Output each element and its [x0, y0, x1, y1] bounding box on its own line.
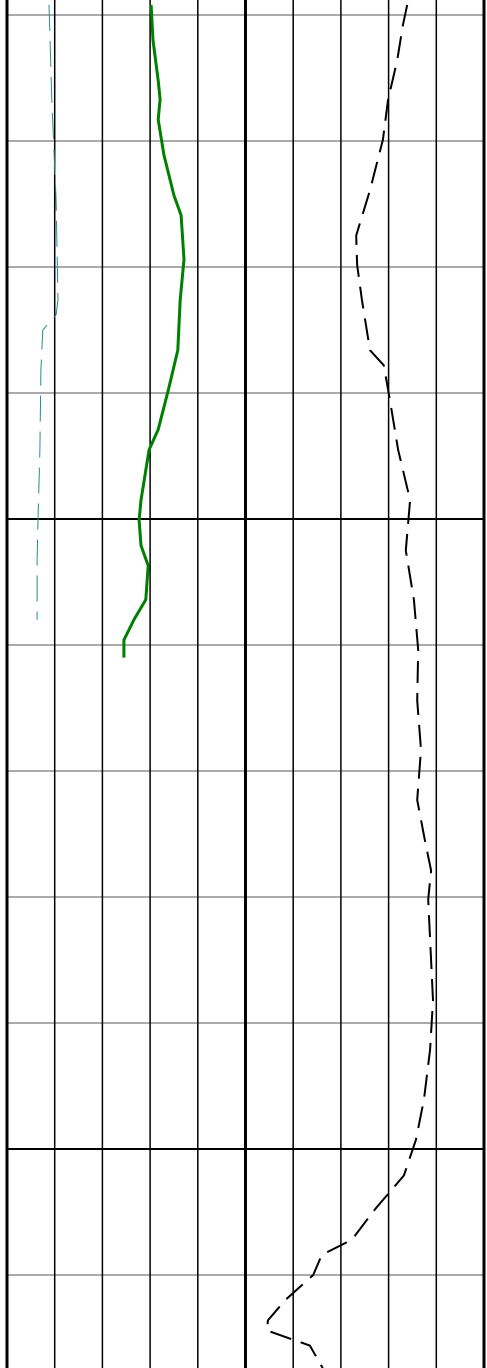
curve [36, 4, 59, 620]
curve [266, 4, 434, 1368]
curve [122, 4, 186, 658]
